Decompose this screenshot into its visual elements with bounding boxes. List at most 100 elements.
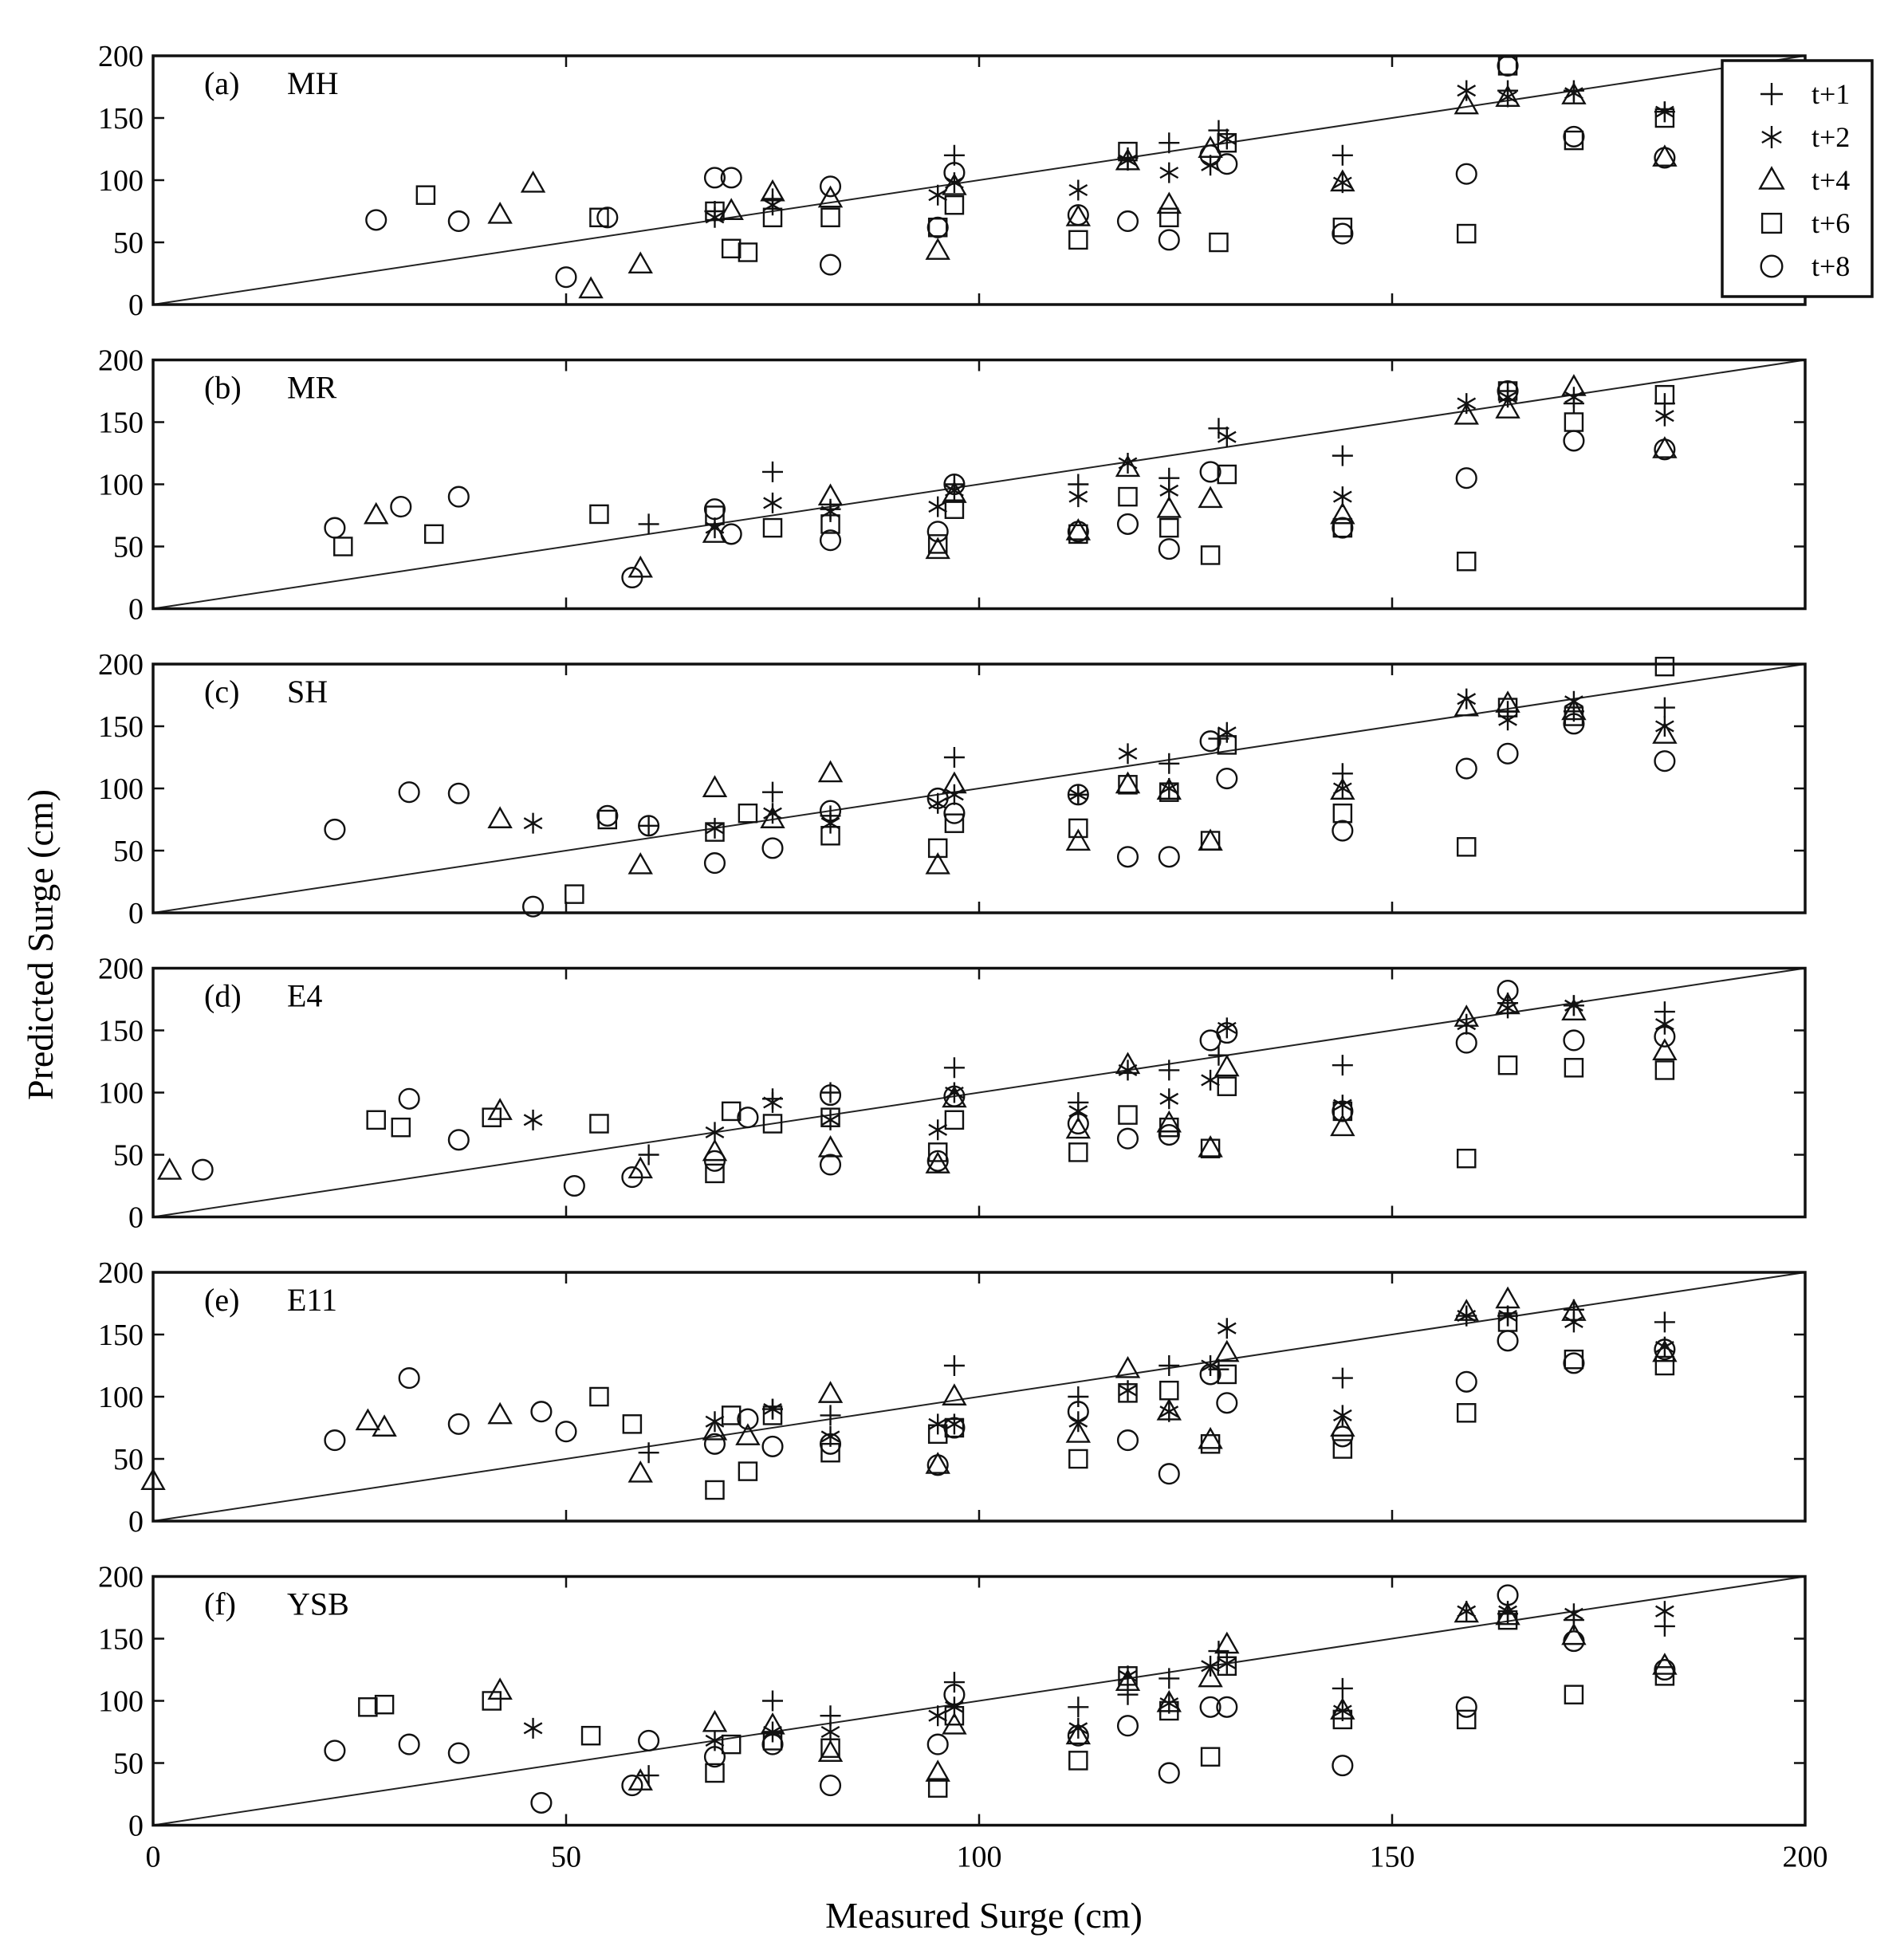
panel-mh: 0 50 100 150 200 (a) MH: [98, 40, 1807, 322]
point-tplus6: [358, 1697, 378, 1717]
point-tplus2: [928, 1705, 948, 1727]
point-tplus8: [819, 1775, 842, 1797]
point-tplus2: [1217, 427, 1237, 448]
point-tplus2: [1564, 387, 1583, 408]
point-tplus6: [1332, 1101, 1353, 1122]
point-tplus4: [627, 251, 653, 274]
point-tplus8: [1158, 846, 1180, 868]
point-tplus8: [943, 1417, 966, 1439]
station-label: YSB: [287, 1586, 349, 1622]
point-tplus6: [1497, 1055, 1518, 1075]
point-tplus1: [638, 1144, 659, 1166]
x-tick-label: 50: [551, 1841, 581, 1874]
point-tplus6: [482, 1691, 502, 1711]
point-tplus8: [1497, 742, 1519, 765]
y-tick-label: 150: [98, 1623, 144, 1657]
point-tplus2: [1217, 1017, 1237, 1039]
point-tplus1: [638, 815, 659, 836]
point-tplus8: [1455, 467, 1477, 489]
point-tplus1: [820, 1405, 841, 1426]
point-tplus8: [1158, 538, 1180, 560]
point-tplus6: [944, 813, 965, 833]
point-tplus6: [1068, 1449, 1088, 1469]
markers: [324, 1584, 1678, 1814]
point-tplus4: [925, 1759, 950, 1782]
legend-marker-triangle: [1758, 166, 1785, 190]
y-tick-label: 100: [98, 1077, 144, 1111]
point-tplus4: [1330, 1697, 1355, 1720]
point-tplus6: [1159, 1380, 1179, 1401]
y-tick-label: 100: [98, 164, 144, 198]
point-tplus4: [1198, 486, 1223, 509]
point-tplus8: [1067, 1401, 1089, 1423]
one-to-one-line: [152, 967, 1806, 1218]
point-tplus6: [1217, 735, 1237, 755]
station-label: E4: [287, 978, 322, 1014]
one-to-one-line: [152, 663, 1806, 914]
point-tplus4: [702, 1138, 728, 1162]
x-tick-label: 100: [957, 1841, 1002, 1874]
point-tplus6: [1497, 698, 1518, 717]
station-label: SH: [287, 674, 328, 710]
point-tplus4: [1065, 1116, 1092, 1139]
point-tplus2: [928, 1119, 948, 1141]
point-tplus6: [927, 1142, 948, 1162]
point-tplus6: [1332, 218, 1353, 238]
point-tplus2: [945, 1413, 964, 1435]
y-tick-label: 100: [98, 772, 144, 806]
point-tplus6: [1159, 207, 1179, 228]
point-tplus4: [1561, 1622, 1587, 1645]
point-tplus6: [738, 803, 758, 824]
point-tplus6: [1159, 1117, 1179, 1138]
point-tplus4: [1454, 402, 1479, 425]
point-tplus8: [447, 782, 470, 804]
point-tplus2: [1118, 743, 1138, 765]
point-tplus8: [324, 1429, 346, 1452]
point-tplus1: [943, 1672, 965, 1693]
point-tplus4: [487, 1401, 513, 1425]
point-tplus4: [1156, 1110, 1182, 1133]
point-tplus6: [705, 1763, 725, 1783]
point-tplus8: [943, 1085, 966, 1107]
point-tplus4: [702, 1417, 728, 1441]
point-tplus4: [1652, 1339, 1678, 1362]
point-tplus1: [1068, 1386, 1089, 1407]
point-tplus2: [1498, 86, 1517, 108]
point-tplus4: [157, 1158, 183, 1180]
point-tplus2: [763, 1091, 782, 1113]
point-tplus1: [1654, 1311, 1675, 1333]
point-tplus6: [423, 524, 444, 544]
point-tplus8: [1455, 163, 1477, 185]
point-tplus4: [1652, 436, 1678, 458]
point-tplus8: [819, 529, 842, 552]
point-tplus8: [398, 1733, 420, 1755]
point-tplus1: [1332, 144, 1353, 166]
point-tplus6: [1118, 775, 1138, 795]
point-tplus4: [817, 1740, 844, 1762]
point-tplus4: [520, 170, 546, 193]
point-tplus2: [1068, 1717, 1088, 1739]
point-tplus4: [1156, 777, 1182, 800]
point-tplus6: [762, 517, 783, 538]
panel-label: (f): [204, 1586, 236, 1622]
point-tplus6: [1118, 1383, 1138, 1403]
point-tplus2: [523, 1109, 543, 1130]
point-tplus2: [928, 1413, 948, 1435]
point-tplus8: [1199, 144, 1221, 167]
point-tplus6: [1217, 1076, 1237, 1096]
point-tplus8: [1563, 1029, 1585, 1052]
point-tplus8: [926, 787, 949, 810]
point-tplus6: [705, 201, 725, 222]
point-tplus6: [944, 1417, 965, 1438]
point-tplus4: [1495, 85, 1520, 107]
point-tplus1: [1332, 1367, 1353, 1389]
point-tplus2: [1655, 1601, 1674, 1622]
point-tplus2: [1068, 784, 1088, 805]
point-tplus6: [1200, 1747, 1221, 1767]
point-tplus4: [1065, 518, 1092, 541]
panel-mr: 0 50 100 150 200 (b) MR: [98, 344, 1807, 627]
point-tplus6: [415, 185, 436, 205]
point-tplus4: [1330, 1114, 1355, 1137]
point-tplus4: [1454, 92, 1479, 115]
point-tplus8: [1497, 379, 1519, 403]
